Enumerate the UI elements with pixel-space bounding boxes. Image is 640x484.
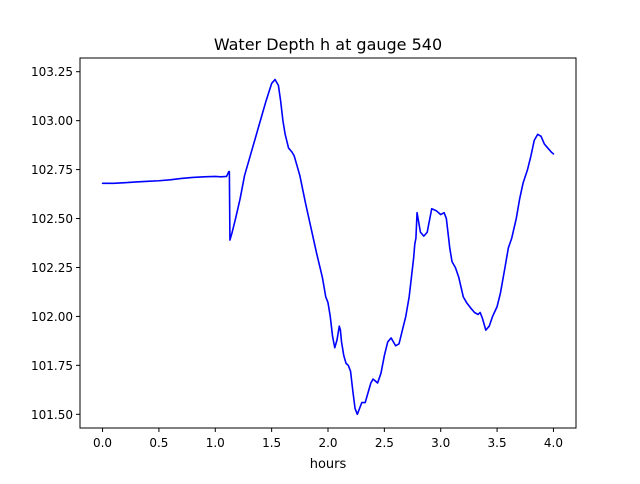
y-tick-label: 101.75	[31, 359, 73, 373]
x-tick-label: 0.5	[149, 436, 168, 450]
y-tick-label: 102.50	[31, 212, 73, 226]
y-tick-label: 103.00	[31, 114, 73, 128]
chart-title: Water Depth h at gauge 540	[214, 35, 442, 54]
x-axis: 0.0 0.5 1.0 1.5 2.0 2.5 3.0 3.5 4.0	[93, 428, 563, 450]
x-tick-label: 2.5	[375, 436, 394, 450]
x-tick-label: 0.0	[93, 436, 112, 450]
x-tick-label: 4.0	[544, 436, 563, 450]
y-tick-label: 103.25	[31, 65, 73, 79]
y-tick-label: 102.75	[31, 163, 73, 177]
y-tick-label: 101.50	[31, 408, 73, 422]
y-axis: 101.50 101.75 102.00 102.25 102.50 102.75 103.…	[31, 65, 80, 422]
series-line-0	[101, 78, 555, 416]
plot-area	[101, 78, 555, 416]
y-tick-label: 102.00	[31, 310, 73, 324]
x-tick-label: 1.5	[262, 436, 281, 450]
x-axis-label: hours	[310, 457, 347, 472]
x-tick-label: 3.0	[431, 436, 450, 450]
x-tick-label: 3.5	[488, 436, 507, 450]
plot-frame	[79, 57, 577, 429]
y-tick-label: 102.25	[31, 261, 73, 275]
x-tick-label: 2.0	[318, 436, 337, 450]
x-tick-label: 1.0	[206, 436, 225, 450]
